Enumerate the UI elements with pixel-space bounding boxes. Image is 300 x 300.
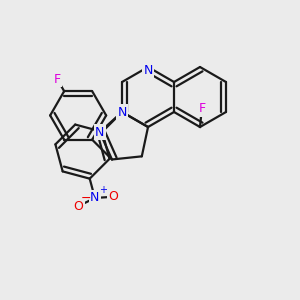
Text: N: N [117,106,127,118]
Text: N: N [90,191,100,205]
Text: N: N [95,126,104,139]
Text: F: F [54,73,61,85]
Text: +: + [99,185,107,195]
Text: F: F [198,103,206,116]
Text: N: N [143,64,153,76]
Text: O: O [108,190,118,203]
Text: O: O [74,200,83,213]
Text: −: − [81,192,92,205]
